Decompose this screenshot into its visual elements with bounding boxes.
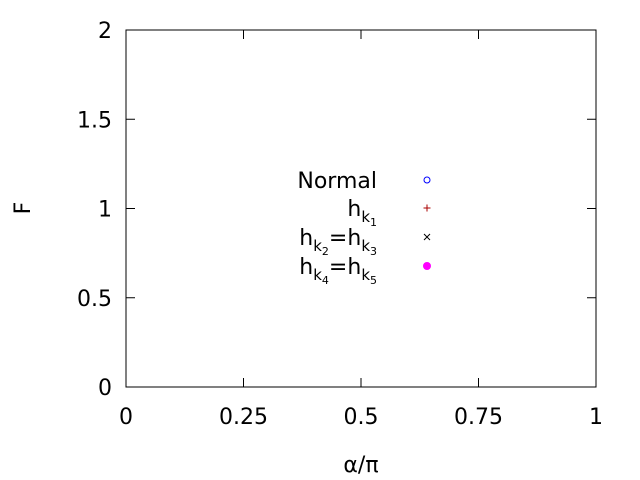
legend-base2: h	[347, 226, 361, 251]
legend-marker-2	[423, 233, 431, 241]
y-axis-title: F	[11, 202, 36, 215]
legend-base: h	[299, 255, 313, 280]
legend-base: Normal	[297, 169, 377, 194]
x-tick-label-0: 0	[119, 405, 133, 430]
y-tick-label-3: 1.5	[77, 108, 112, 133]
x-tick-label-2: 0.5	[344, 405, 379, 430]
legend-marker-2-b	[423, 233, 431, 241]
y-tick-label-2: 1	[98, 198, 112, 223]
legend-marker-0	[423, 176, 431, 184]
legend-label-3: hk4=hk5	[299, 255, 377, 287]
legend-subsub: 2	[322, 245, 329, 258]
y-tick-label-4: 2	[98, 19, 112, 44]
tick-labels: 0 0.25 0.5 0.75 1 0 0.5 1 1.5 2	[77, 19, 603, 430]
legend-subsub2: 5	[370, 274, 377, 287]
x-tick-label-4: 1	[589, 405, 603, 430]
legend-base2: h	[347, 255, 361, 280]
legend-sub2: k	[361, 237, 370, 255]
legend-base: h	[347, 197, 361, 222]
legend-label-0: Normal	[297, 169, 377, 194]
legend-base: h	[299, 226, 313, 251]
x-axis-title: α/π	[343, 453, 378, 478]
x-tick-label-1: 0.25	[219, 405, 268, 430]
x-tick-label-3: 0.75	[454, 405, 503, 430]
legend-marker-1	[423, 204, 431, 212]
y-tick-label-0: 0	[98, 376, 112, 401]
legend-subsub: 1	[370, 216, 377, 229]
ticks	[125, 29, 597, 388]
legend-eq: =	[329, 226, 347, 251]
legend-sub: k	[361, 208, 370, 226]
y-tick-label-1: 0.5	[77, 287, 112, 312]
legend-sub2: k	[361, 266, 370, 284]
legend-label-2: hk2=hk3	[299, 226, 377, 258]
legend-sub: k	[313, 237, 322, 255]
legend-eq: =	[329, 255, 347, 280]
legend-subsub2: 3	[370, 245, 377, 258]
legend-subsub: 4	[322, 274, 329, 287]
legend-sub: k	[313, 266, 322, 284]
legend-label-1: hk1	[347, 197, 377, 229]
legend-marker-3	[423, 262, 431, 270]
